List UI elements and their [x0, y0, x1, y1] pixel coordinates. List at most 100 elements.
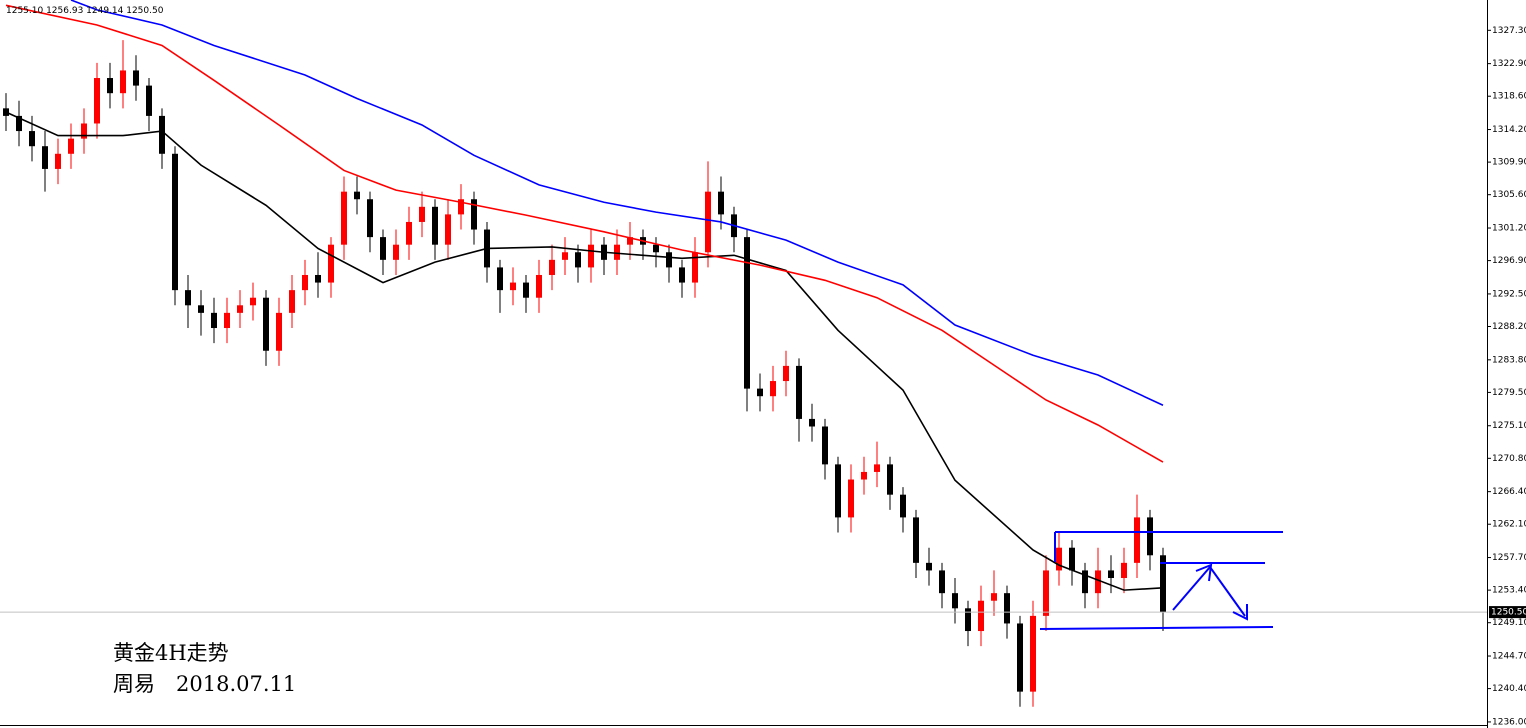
candle-body: [770, 381, 776, 397]
candle-body: [952, 593, 958, 609]
candle-body: [276, 312, 282, 351]
candle-body: [1108, 570, 1114, 579]
candle-body: [926, 562, 932, 571]
candle-body: [1004, 593, 1010, 624]
y-tick-label: 1244.70: [1492, 652, 1526, 662]
y-tick-label: 1262.10: [1492, 520, 1526, 530]
candle-body: [861, 471, 867, 480]
candle-body: [679, 267, 685, 283]
candle-body: [16, 115, 22, 132]
candle-body: [250, 297, 256, 306]
candle-body: [1082, 570, 1088, 594]
y-tick-label: 1283.80: [1492, 355, 1526, 365]
candle-body: [1095, 570, 1101, 594]
y-tick-label: 1314.20: [1492, 125, 1526, 135]
drawing-tools: [1039, 531, 1283, 630]
candle-body: [718, 191, 724, 215]
current-price-label: 1250.50: [1491, 608, 1526, 618]
candle-body: [315, 274, 321, 283]
candle-body: [29, 131, 35, 147]
annotation: 周易 2018.07.11: [113, 672, 296, 696]
candle-body: [1134, 517, 1140, 563]
candle-body: [692, 252, 698, 283]
y-tick-label: 1305.60: [1492, 190, 1526, 200]
arrowhead: [1195, 563, 1213, 582]
moving-average: [5, 4, 1164, 463]
arrowhead: [1232, 604, 1248, 621]
support-line: [1039, 626, 1274, 630]
candle-body: [198, 305, 204, 313]
candle-body: [822, 426, 828, 465]
y-tick-label: 1270.80: [1492, 454, 1526, 464]
candle-body: [471, 199, 477, 230]
candle-body: [614, 244, 620, 260]
y-tick-label: 1301.20: [1492, 224, 1526, 234]
candle-body: [432, 206, 438, 245]
candle-body: [1043, 570, 1049, 616]
candle-body: [523, 282, 529, 298]
candle-body: [328, 244, 334, 283]
candle-body: [1069, 547, 1075, 571]
candle-body: [1030, 615, 1036, 692]
candle-body: [1056, 547, 1062, 571]
candle-body: [549, 259, 555, 275]
candle-body: [900, 494, 906, 518]
y-tick-label: 1318.60: [1492, 92, 1526, 102]
candle-body: [289, 290, 295, 313]
candle-body: [94, 78, 100, 124]
candle-body: [575, 252, 581, 268]
candle-body: [133, 70, 139, 86]
y-tick-label: 1309.90: [1492, 158, 1526, 168]
candle-body: [588, 244, 594, 268]
candle-body: [783, 365, 789, 382]
candle-body: [211, 312, 217, 329]
candle-body: [341, 191, 347, 245]
candle-body: [380, 237, 386, 260]
moving-average: [70, 0, 1164, 407]
candle-body: [81, 123, 87, 139]
candle-body: [978, 600, 984, 632]
plot-area: [0, 0, 1487, 707]
candle-body: [627, 237, 633, 245]
candle-body: [406, 221, 412, 245]
y-tick-label: 1240.40: [1492, 684, 1526, 694]
y-tick-label: 1327.30: [1492, 26, 1526, 36]
candle-body: [55, 153, 61, 169]
candle-body: [874, 464, 880, 472]
annotation: 黄金4H走势: [113, 641, 229, 665]
candle-body: [666, 252, 672, 268]
candle-body: [1017, 623, 1023, 692]
candle-body: [146, 85, 152, 116]
candle-body: [263, 297, 269, 351]
candle-body: [562, 252, 568, 260]
y-tick-label: 1322.90: [1492, 59, 1526, 69]
candle-body: [744, 237, 750, 389]
candle-body: [68, 138, 74, 154]
candle-body: [185, 290, 191, 306]
candle-body: [796, 365, 802, 419]
ohlc-header: 1255.10 1256.93 1249.14 1250.50: [6, 6, 164, 16]
candle-body: [354, 191, 360, 200]
y-tick-label: 1249.10: [1492, 618, 1526, 628]
candle-body: [445, 214, 451, 245]
candle-body: [757, 388, 763, 397]
candle-body: [419, 206, 425, 222]
current-price-box: [1489, 606, 1526, 619]
candle-body: [497, 267, 503, 291]
candle-body: [237, 305, 243, 313]
candle-body: [848, 479, 854, 518]
y-tick-label: 1279.50: [1492, 388, 1526, 398]
candle-body: [653, 244, 659, 253]
candle-body: [393, 244, 399, 260]
candle-body: [510, 282, 516, 291]
y-tick-label: 1236.00: [1492, 717, 1526, 727]
candle-body: [536, 274, 542, 298]
candle-body: [224, 312, 230, 329]
candle-body: [302, 274, 308, 291]
y-tick-label: 1288.20: [1492, 322, 1526, 332]
candle-body: [991, 593, 997, 601]
candle-body: [835, 464, 841, 518]
